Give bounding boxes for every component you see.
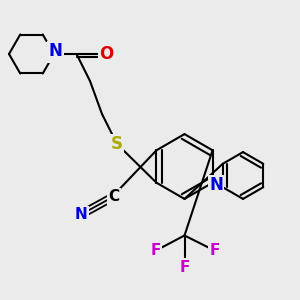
Text: S: S bbox=[111, 135, 123, 153]
Text: F: F bbox=[179, 260, 190, 274]
Text: N: N bbox=[49, 42, 62, 60]
Text: N: N bbox=[75, 207, 87, 222]
Text: N: N bbox=[47, 44, 61, 62]
Text: N: N bbox=[209, 176, 223, 194]
Text: F: F bbox=[209, 243, 220, 258]
Text: O: O bbox=[99, 45, 114, 63]
Text: C: C bbox=[108, 189, 120, 204]
Text: F: F bbox=[151, 243, 161, 258]
